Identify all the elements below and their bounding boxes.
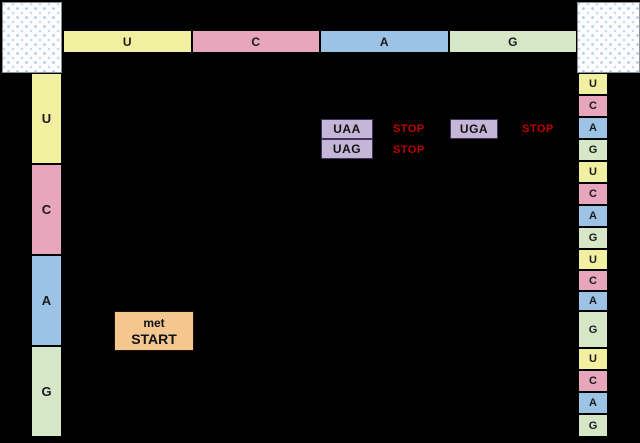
first-base-column: U C A G [31, 73, 62, 437]
right-column-cell: C [578, 183, 608, 205]
left-header-cell-a: A [31, 255, 62, 346]
right-column-cell: A [578, 291, 608, 311]
left-header-cell-c: C [31, 164, 62, 255]
stop-codon-uaa: UAA [321, 119, 373, 139]
dotted-corner-top-left [2, 2, 62, 73]
right-column-cell: U [578, 348, 608, 370]
right-column-cell: G [578, 311, 608, 348]
stop-codon-uga: UGA [450, 119, 498, 139]
stop-label-uaa: STOP [393, 123, 425, 135]
third-base-column: U C A G U C A G U C A G U C A G [578, 73, 608, 437]
stop-codon-uag: UAG [321, 139, 373, 159]
top-header-cell-a: A [320, 30, 449, 53]
start-codon-product: met [143, 315, 165, 330]
right-column-cell: C [578, 370, 608, 392]
start-codon-met: met START [114, 311, 194, 351]
right-column-cell: G [578, 414, 608, 437]
second-base-header-row: U C A G [63, 30, 577, 53]
right-column-cell: C [578, 270, 608, 291]
stop-label-uag: STOP [393, 144, 425, 156]
right-column-cell: A [578, 205, 608, 227]
top-header-cell-c: C [191, 30, 320, 53]
start-codon-label: START [131, 330, 177, 347]
right-column-cell: U [578, 161, 608, 183]
right-column-cell: G [578, 139, 608, 161]
right-column-cell: C [578, 95, 608, 117]
right-column-cell: G [578, 227, 608, 249]
right-column-cell: U [578, 73, 608, 95]
top-header-cell-g: G [448, 30, 577, 53]
top-header-cell-u: U [63, 30, 192, 53]
right-column-cell: U [578, 249, 608, 270]
right-column-cell: A [578, 117, 608, 139]
left-header-cell-g: G [31, 346, 62, 437]
stop-label-uga: STOP [522, 123, 554, 135]
right-column-cell: A [578, 392, 608, 414]
dotted-corner-top-right [577, 2, 640, 73]
left-header-cell-u: U [31, 73, 62, 164]
